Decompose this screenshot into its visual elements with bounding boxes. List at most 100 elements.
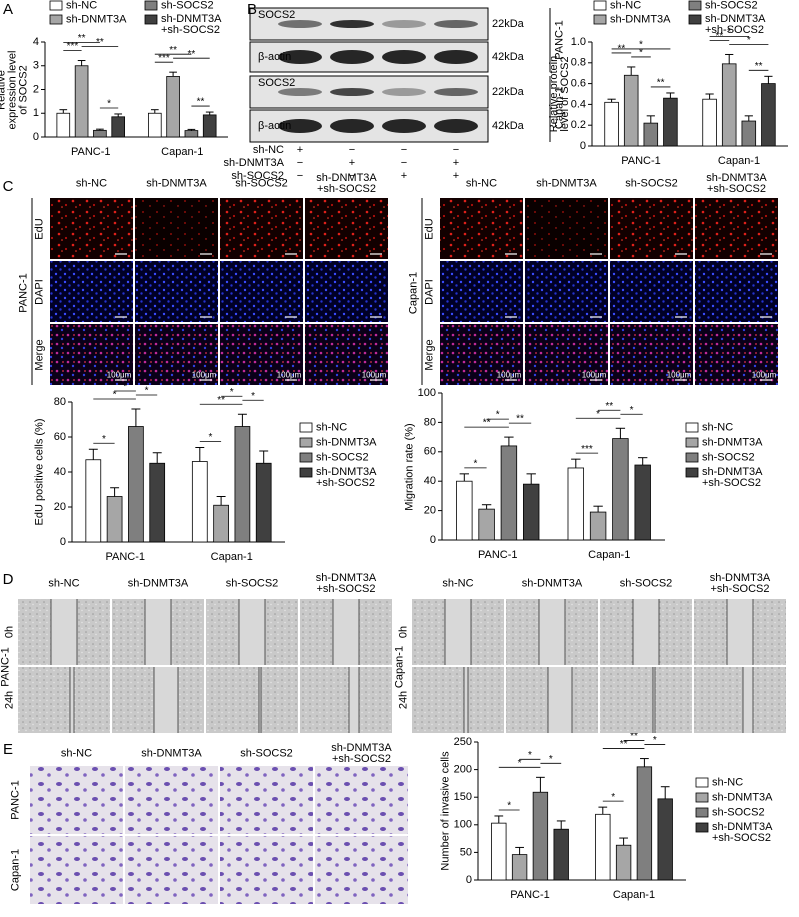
- bar: [191, 461, 208, 543]
- bar: [657, 798, 673, 881]
- condition-sign: −: [453, 144, 459, 156]
- blot-band: [382, 50, 426, 64]
- bar: [532, 791, 549, 881]
- wound-gap: [239, 599, 265, 665]
- bar: [74, 65, 89, 138]
- bar: [604, 101, 619, 147]
- condition-label: sh-DNMT3A: [223, 157, 284, 169]
- significance-label: **: [96, 37, 104, 48]
- bar: [511, 854, 528, 881]
- micrograph: [220, 198, 303, 259]
- bar: [761, 83, 776, 147]
- x-tick-label: Capan-1: [613, 889, 655, 901]
- wound-gap: [727, 599, 753, 665]
- kda-label: 42kDa: [492, 120, 525, 132]
- micrograph: [50, 198, 133, 259]
- significance-label: **: [630, 731, 638, 742]
- legend-swatch: [685, 437, 699, 448]
- significance-label: *: [507, 801, 511, 812]
- significance-label: ***: [158, 53, 170, 64]
- y-tick-label: 80: [54, 396, 66, 408]
- legend-swatch: [685, 467, 699, 478]
- x-tick-label: PANC-1: [478, 549, 518, 561]
- x-tick-label: Capan-1: [588, 549, 630, 561]
- y-tick-label: 0: [33, 131, 39, 143]
- micrograph: [305, 261, 388, 322]
- band-label: β-actin: [258, 120, 291, 132]
- y-tick-label: 50: [460, 846, 472, 858]
- significance-label: *: [727, 27, 731, 38]
- y-tick-label: 0.8: [571, 57, 586, 69]
- micrograph: [220, 324, 303, 385]
- y-tick-label: 100: [454, 819, 472, 831]
- micrograph: [305, 198, 388, 259]
- wound-gap: [445, 599, 471, 665]
- significance-label: *: [145, 386, 149, 397]
- bar: [56, 112, 71, 138]
- legend-swatch: [299, 437, 313, 448]
- legend-swatch: [593, 14, 607, 25]
- legend-swatch: [695, 822, 709, 833]
- significance-label: *: [251, 391, 255, 402]
- y-tick-label: 200: [454, 764, 472, 776]
- significance-label: **: [188, 49, 196, 60]
- x-tick-label: PANC-1: [71, 146, 111, 158]
- significance-label: *: [639, 48, 643, 59]
- legend-swatch: [299, 452, 313, 463]
- condition-sign: −: [349, 144, 355, 156]
- y-tick-label: 40: [54, 466, 66, 478]
- x-tick-label: Capan-1: [161, 146, 203, 158]
- wound-gap: [743, 667, 753, 733]
- bar: [491, 822, 507, 881]
- wound-gap: [653, 667, 655, 733]
- blot-band: [330, 50, 374, 64]
- kda-label: 22kDa: [492, 18, 525, 30]
- bar: [234, 426, 251, 543]
- bar: [595, 813, 611, 881]
- bar: [184, 130, 199, 138]
- bar: [567, 467, 585, 541]
- significance-label: *: [102, 434, 106, 445]
- legend-swatch: [685, 422, 699, 433]
- y-tick-label: 0.2: [571, 119, 586, 131]
- blot-band: [434, 50, 478, 64]
- y-tick-label: 80: [424, 416, 436, 428]
- micrograph: [135, 198, 218, 259]
- x-tick-label: Capan-1: [718, 155, 760, 167]
- bar: [500, 445, 518, 541]
- bar: [202, 114, 217, 138]
- bar: [702, 98, 717, 147]
- significance-label: *: [113, 390, 117, 401]
- blot-band: [382, 88, 426, 96]
- blot-band: [330, 20, 374, 28]
- blot-band: [330, 119, 374, 133]
- condition-sign: −: [401, 157, 407, 169]
- bar: [166, 76, 180, 138]
- micrograph: [220, 836, 313, 904]
- y-tick-label: 250: [454, 736, 472, 748]
- bar: [721, 63, 737, 147]
- bar: [93, 129, 107, 138]
- micrograph: [220, 766, 313, 834]
- significance-label: ***: [581, 444, 593, 455]
- condition-sign: −: [297, 170, 303, 182]
- blot-band: [434, 20, 478, 28]
- legend-swatch: [695, 792, 709, 803]
- legend-swatch: [688, 14, 702, 25]
- significance-label: *: [528, 750, 532, 761]
- y-tick-label: 4: [33, 36, 39, 48]
- bar: [255, 462, 272, 543]
- condition-label: sh-SOCS2: [231, 170, 284, 182]
- y-tick-label: 1.0: [571, 36, 586, 48]
- wound-gap: [154, 667, 178, 733]
- band-label: SOCS2: [258, 77, 295, 89]
- wound-gap: [633, 599, 659, 665]
- micrograph: [125, 766, 218, 834]
- significance-label: *: [653, 735, 657, 746]
- y-tick-label: 1: [33, 107, 39, 119]
- micrograph: [440, 198, 523, 259]
- wound-gap: [333, 599, 359, 665]
- blot-band: [434, 88, 478, 96]
- condition-sign: +: [453, 157, 459, 169]
